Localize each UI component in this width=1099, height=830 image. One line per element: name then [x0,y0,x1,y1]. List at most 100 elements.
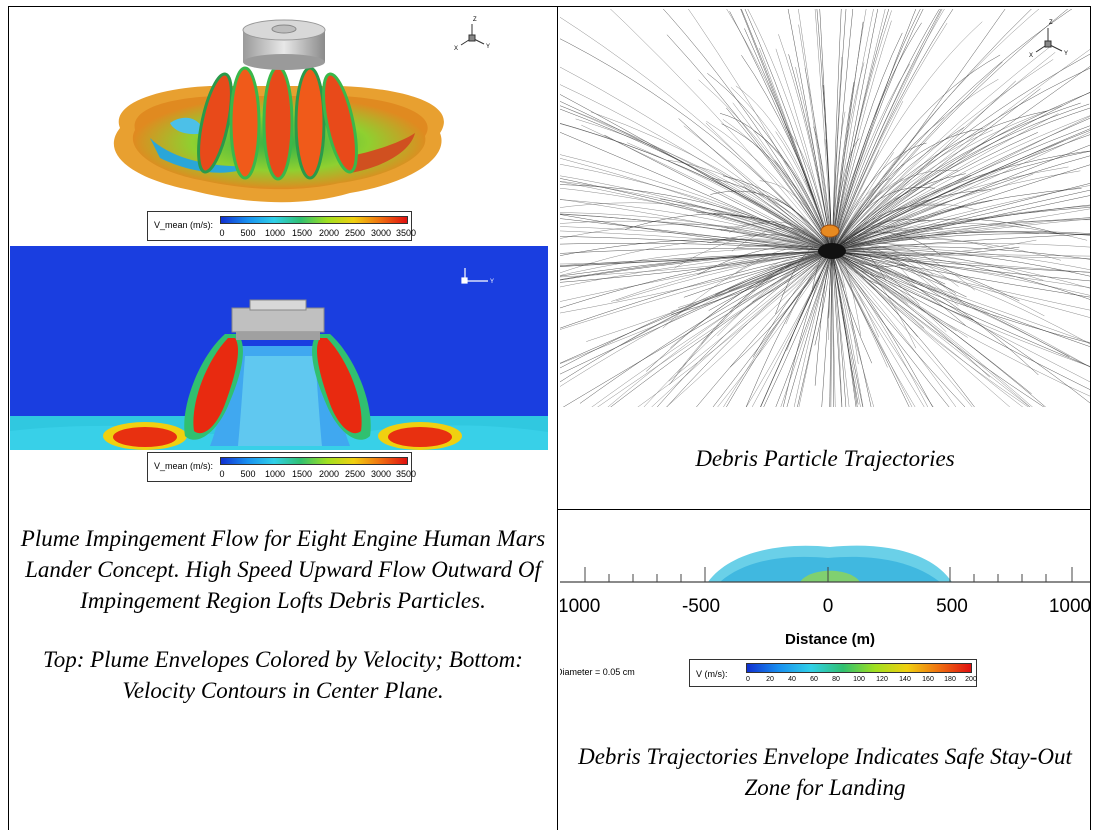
envelope-plot: -1000 -500 0 500 1000 Distance (m) Diame… [560,512,1090,700]
trajectory-line [651,250,833,407]
trajectory-line [831,170,1081,252]
trajectory-line [562,250,833,407]
trajectory-line [831,203,977,252]
trajectory-line [831,250,990,378]
trajectory-line [831,250,1090,259]
trajectory-line [831,250,843,407]
trajectory-line [831,52,1056,252]
trajectory-line [744,9,833,252]
trajectory-line [667,159,833,252]
trajectory-line [722,175,833,252]
trajectory-line [666,34,833,252]
tick: 500 [240,469,256,479]
trajectory-line [560,214,833,252]
trajectory-line [831,9,917,252]
trajectory-line [560,199,833,252]
trajectory-line [560,250,833,314]
trajectory-line [831,67,1090,252]
trajectory-line [831,248,1090,270]
trajectory-line [747,9,833,252]
trajectory-line [831,78,999,252]
trajectory-line [591,250,833,407]
trajectory-line [590,111,833,252]
axis-label-z: Z [473,17,477,23]
right-bottom-frame [557,509,1091,830]
trajectory-line [760,250,833,407]
trajectory-line [831,129,994,252]
tick: 2000 [318,228,340,238]
trajectory-line [831,116,1090,252]
tick: 1500 [291,228,313,238]
trajectory-line [560,250,833,364]
trajectory-line [831,9,943,252]
trajectory-line [831,250,933,407]
left-caption: Plume Impingement Flow for Eight Engine … [20,523,546,706]
trajectory-line [775,250,833,407]
tick: 1500 [291,469,313,479]
trajectory-line [831,250,834,407]
trajectory-line [560,212,833,252]
trajectory-line [707,73,833,252]
trajectory-line [831,250,1032,395]
trajectory-line [831,250,968,338]
trajectory-line [831,32,903,252]
tick: 500 [240,228,256,238]
trajectory-line [660,198,833,252]
trajectory-line [678,118,833,252]
trajectory-line [560,250,833,278]
tick: 160 [922,676,934,683]
axis-triad-icon [460,24,485,46]
tick: 100 [853,676,865,683]
lander-icon [820,224,840,238]
diameter-label: Diameter = 0.05 cm [560,667,635,677]
colorbar-gradient [220,457,408,465]
plume-subcaption: Top: Plume Envelopes Colored by Velocity… [43,647,523,703]
x-axis-label: Distance (m) [785,631,875,648]
trajectory-line [831,250,859,405]
tick: 60 [810,676,818,683]
trajectory-line [831,250,857,407]
trajectory-line [560,154,833,252]
tick: 2500 [344,469,366,479]
trajectory-line [793,250,833,407]
trajectory-line [831,250,1029,407]
trajectory-line [637,250,833,407]
trajectory-line [831,110,1048,252]
trajectory-line [831,173,966,252]
trajectory-line [726,9,833,252]
trajectory-line [831,125,1090,252]
trajectory-line [831,9,847,252]
trajectory-line [560,250,833,364]
trajectory-line [560,250,833,329]
trajectory-line [586,250,833,342]
axis-label-x: X [454,46,458,52]
trajectory-line [763,250,833,407]
colorbar-gradient [746,663,972,673]
tick: 2500 [344,228,366,238]
impact-core [818,243,846,259]
tick: 1000 [264,228,286,238]
trajectory-line [831,250,1090,404]
trajectory-line [696,250,833,407]
trajectory-line [831,217,1090,252]
trajectories-caption: Debris Particle Trajectories [695,446,955,471]
x-tick-label: -1000 [560,596,600,617]
trajectory-line [831,128,1090,252]
trajectory-line [729,250,833,368]
trajectory-line [831,250,1090,289]
tick: 1000 [264,469,286,479]
envelope-caption: Debris Trajectories Envelope Indicates S… [578,744,1072,800]
trajectory-line [560,226,833,252]
trajectory-line [798,9,833,252]
trajectory-line [831,250,934,407]
trajectory-line [831,250,1090,347]
trajectory-line [560,220,833,252]
trajectory-line [831,250,1090,368]
trajectory-line [831,117,945,252]
trajectory-line [831,9,879,252]
trajectory-line [560,180,833,252]
tick: 0 [219,469,225,479]
x-tick-label: -500 [682,596,720,617]
trajectory-line [560,250,833,309]
colorbar-gradient [220,216,408,224]
